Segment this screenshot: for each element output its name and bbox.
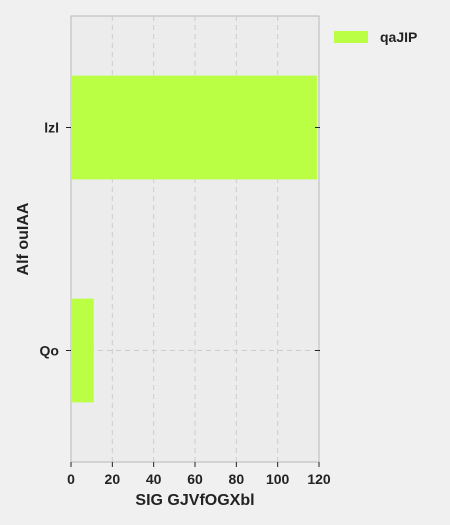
x-tick-label: 40 — [146, 471, 162, 487]
y-tick-label: lzl — [44, 120, 59, 136]
x-tick-label: 100 — [266, 471, 290, 487]
bar-Qo — [71, 298, 94, 403]
x-axis-title: SIG GJVfOGXbl — [135, 492, 254, 509]
legend: qaJIP — [334, 29, 417, 45]
x-axis: 0 20 40 60 80 100 120 — [67, 462, 331, 487]
y-axis-title: Alf ouIAA — [15, 202, 32, 275]
x-tick-label: 0 — [67, 471, 75, 487]
bar-lzl — [71, 75, 317, 180]
x-tick-label: 80 — [229, 471, 245, 487]
legend-swatch — [334, 31, 368, 43]
x-tick-label: 20 — [105, 471, 121, 487]
bars — [71, 75, 317, 403]
y-axis: lzl Qo — [40, 120, 320, 359]
x-tick-label: 60 — [187, 471, 203, 487]
y-tick-label: Qo — [40, 343, 59, 359]
x-tick-label: 120 — [307, 471, 331, 487]
legend-label: qaJIP — [380, 29, 417, 45]
